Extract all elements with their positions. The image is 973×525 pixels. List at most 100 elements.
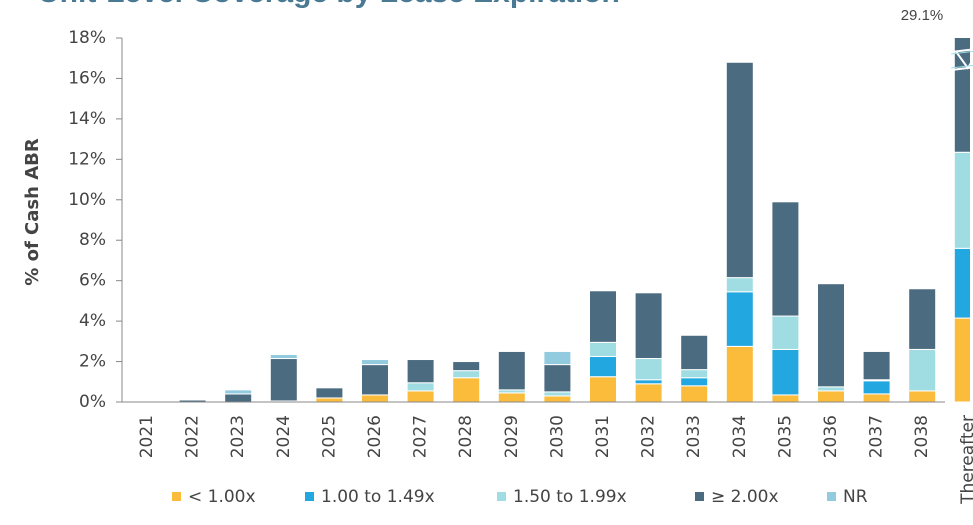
bar-segment [178,398,207,401]
x-tick-label: 2025 [319,415,339,458]
bar-segment [452,377,481,403]
bar-segment [315,397,344,403]
bar-segment [771,201,800,317]
bar-segment [680,377,709,387]
bar-segment [543,395,572,403]
x-tick-label: 2021 [137,415,157,458]
bar-segment [908,288,937,350]
x-tick-label: 2024 [274,415,294,458]
x-tick-label: 2022 [183,415,203,458]
legend-swatch [305,492,314,501]
y-tick-label: 14% [68,109,106,129]
y-tick-label: 16% [68,68,106,88]
bar-segment [817,386,845,392]
bar-segment [543,364,572,393]
bar-segment [224,393,253,403]
bar-segment [269,353,298,360]
y-tick-label: 12% [68,149,106,169]
axis-break [951,48,973,71]
bar-segment [771,394,800,403]
bar-segment [634,379,663,385]
y-tick-label: 4% [79,311,106,331]
bar-segment [543,391,572,397]
bar-segment [361,394,389,403]
bar-segment [452,370,481,379]
legend-label: 1.00 to 1.49x [321,487,435,507]
bars [178,38,970,403]
x-tick-label: 2027 [411,415,431,458]
bar-segment [224,389,253,395]
legend-swatch [172,492,181,501]
bar-segment [361,364,389,396]
bar-segment [725,345,754,403]
y-tick-label: 2% [79,352,106,372]
bar-segment [589,341,617,358]
bar-segment [725,277,754,293]
bar-segment [953,38,970,153]
bar-segment [953,317,970,403]
bar-segment [908,390,937,403]
bar-segment [315,387,344,399]
bar-segment [953,151,970,249]
x-tick-label: 2032 [639,415,659,458]
bar-segment [862,380,891,395]
legend-swatch [497,492,506,501]
bar-segment [497,392,526,403]
y-tick-label: 18% [68,28,106,48]
bar-segment [589,356,617,378]
bar-segment [817,390,845,403]
x-tick-label: 2030 [547,415,567,458]
x-tick-label: 2035 [775,415,795,458]
bar-segment [406,390,435,403]
bar-segment [589,290,617,343]
y-tick-label: 6% [79,271,106,291]
x-tick-label: 2038 [912,415,932,458]
x-tick-label: 2033 [684,415,704,458]
bar-segment [908,348,937,392]
x-tick-label: 2026 [365,415,385,458]
x-tick-label: 2029 [502,415,522,458]
legend-label: 1.50 to 1.99x [513,487,627,507]
legend-swatch [827,492,836,501]
bar-segment [634,383,663,403]
x-tick-label: 2034 [730,415,750,458]
bar-segment [862,393,891,403]
bar-segment [680,369,709,379]
y-tick-label: 0% [79,392,106,412]
bar-segment [862,350,891,381]
bar-segment [725,61,754,279]
bar-segment [680,385,709,403]
x-tick-label: 2028 [456,415,476,458]
legend-swatch [695,492,704,501]
bar-segment [953,247,970,319]
bar-segment [406,382,435,392]
legend-label: ≥ 2.00x [711,487,779,507]
bar-segment [634,358,663,381]
bar-segment [361,359,389,366]
x-tick-label: 2023 [228,415,248,458]
chart-title: Unit-Level Coverage by Lease Expiration [38,0,620,9]
annotation: 29.1% [901,7,944,24]
bar-segment [497,350,526,391]
bar-segment [771,348,800,396]
x-tick-label: 2037 [867,415,887,458]
bar-segment [452,361,481,372]
bar-segment [680,334,709,371]
y-tick-label: 10% [68,190,106,210]
y-axis-label: % of Cash ABR [22,138,43,286]
bar-segment [817,283,845,388]
legend-label: < 1.00x [188,487,256,507]
bar-segment [634,292,663,360]
x-tick-label: Thereafter [958,415,973,505]
bar-segment [589,376,617,403]
bar-segment [771,315,800,350]
legend-label: NR [843,487,868,507]
bar-segment [543,350,572,366]
bar-segment [269,358,298,402]
axis-break [951,50,973,69]
bar-segment [725,291,754,347]
x-tick-label: 2036 [821,415,841,458]
x-tick-label: 2031 [593,415,613,458]
y-tick-label: 8% [79,230,106,250]
